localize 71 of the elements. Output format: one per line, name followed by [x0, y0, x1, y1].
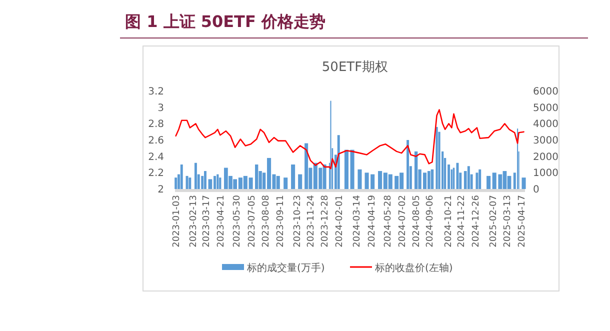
x-tick-label: 2023-01-03 — [172, 195, 182, 248]
x-tick-label: 2023-09-11 — [276, 195, 286, 248]
chart-subtitle: 50ETF期权 — [322, 60, 388, 75]
x-tick-label: 2025-04-17 — [518, 195, 528, 248]
x-tick-label: 2024-05-28 — [383, 194, 394, 248]
x-tick-label: 2023-11-24 — [306, 194, 316, 248]
chart-title: 图 1 上证 50ETF 价格走势 — [125, 12, 326, 31]
x-tick-label: 2024-12-26 — [471, 194, 482, 248]
legend-label: 标的收盘价(左轴) — [374, 262, 453, 274]
x-tick-label: 2023-04-21 — [216, 195, 227, 248]
line-series — [175, 109, 524, 170]
bar — [486, 176, 491, 189]
bar — [522, 178, 526, 189]
x-tick-label: 2023-03-17 — [202, 195, 212, 248]
bar — [219, 178, 222, 189]
x-tick-label: 2024-03-14 — [352, 194, 362, 248]
bar — [350, 150, 354, 189]
x-tick-label: 2023-05-30 — [232, 194, 243, 248]
y2-tick-label: 4000 — [533, 119, 558, 130]
bar — [174, 178, 178, 189]
bar — [478, 169, 482, 189]
x-tick-label: 2023-12-28 — [320, 194, 331, 248]
x-tick-label: 2024-02-01 — [335, 195, 346, 248]
bar — [467, 166, 470, 189]
y-tick-label: 3 — [158, 102, 164, 114]
x-tick-label: 2024-08-05 — [412, 195, 422, 248]
bar — [358, 169, 362, 189]
bar — [291, 164, 296, 189]
y-tick-label: 2 — [158, 184, 164, 196]
x-tick-label: 2024-09-06 — [425, 194, 436, 248]
bar — [298, 174, 302, 189]
y2-tick-label: 6000 — [533, 86, 558, 98]
x-tick-label: 2024-04-19 — [367, 194, 378, 248]
bar — [427, 171, 430, 189]
y2-tick-label: 0 — [533, 184, 540, 196]
bar — [284, 178, 288, 189]
bar — [476, 172, 478, 189]
x-tick-label: 2024-11-22 — [457, 195, 468, 248]
bar — [344, 150, 348, 189]
y2-tick-label: 3000 — [533, 136, 558, 146]
y-tick-label: 3.2 — [148, 86, 164, 98]
y-tick-label: 2.8 — [148, 119, 164, 130]
bar — [406, 140, 410, 189]
y-tick-label: 2.2 — [148, 168, 164, 180]
bar — [216, 174, 219, 189]
x-tick-label: 2023-07-05 — [248, 195, 258, 248]
bar — [276, 176, 280, 189]
bar — [255, 164, 258, 189]
x-tick-label: 2024-07-02 — [398, 195, 408, 248]
x-tick-label: 2023-02-13 — [188, 195, 199, 248]
bar — [208, 179, 212, 189]
bar — [322, 164, 326, 189]
y2-tick-label: 2000 — [533, 152, 558, 163]
bar — [414, 151, 418, 189]
x-tick-label: 2024-10-21 — [444, 195, 454, 248]
y2-tick-label: 1000 — [533, 168, 558, 180]
x-tick-label: 2023-10-23 — [293, 195, 304, 248]
bar — [337, 135, 340, 189]
bar — [180, 164, 183, 189]
legend-label: 标的成交量(万手) — [246, 262, 325, 274]
bar — [188, 178, 192, 189]
bar — [436, 126, 438, 189]
x-tick-label: 2025-03-13 — [503, 195, 514, 248]
y-tick-label: 2.4 — [148, 152, 164, 163]
bar — [204, 171, 206, 189]
bar — [194, 162, 197, 189]
bar — [304, 143, 308, 189]
y2-tick-label: 5000 — [533, 102, 558, 114]
y-tick-label: 2.6 — [148, 136, 164, 146]
x-tick-label: 2025-02-07 — [489, 195, 500, 248]
x-tick-label: 2023-08-08 — [262, 194, 272, 248]
